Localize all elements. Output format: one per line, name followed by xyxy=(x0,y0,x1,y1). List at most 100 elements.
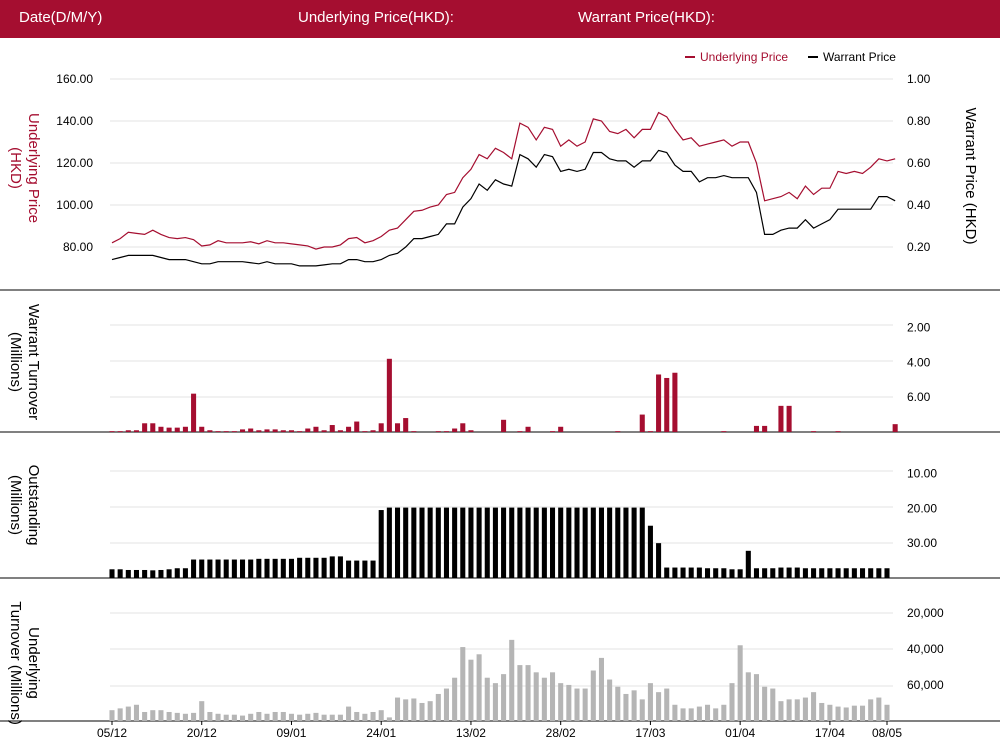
outstanding-bar xyxy=(394,507,401,578)
warrant-turnover-bar xyxy=(125,430,131,432)
warrant-turnover-bar xyxy=(280,430,286,432)
warrant-turnover-bar xyxy=(133,430,140,432)
underlying-turnover-bar xyxy=(207,711,213,721)
outstanding-bar xyxy=(297,557,303,578)
underlying-turnover-bar xyxy=(509,639,515,721)
warrant-turnover-bar xyxy=(753,425,760,432)
underlying-turnover-bar xyxy=(615,686,621,721)
outstanding-bar xyxy=(672,567,678,578)
outstanding-bar xyxy=(631,507,637,578)
underlying-turnover-bar xyxy=(835,706,841,721)
underlying-turnover-bar xyxy=(272,711,278,721)
warrant-turnover-bar xyxy=(231,431,237,432)
outstanding-bar xyxy=(411,507,417,578)
underlying-turnover-bar xyxy=(843,707,849,721)
outstanding-bar xyxy=(362,560,368,578)
warrant-turnover-bar xyxy=(215,431,221,432)
warrant-turnover-bar xyxy=(337,430,343,432)
outstanding-bar xyxy=(435,507,441,578)
x-tick-label: 17/04 xyxy=(815,726,845,740)
underlying-turnover-bar xyxy=(378,710,384,721)
warrant-turnover-bar xyxy=(501,419,507,432)
price-left-tick: 80.00 xyxy=(63,240,93,254)
outstanding-bar xyxy=(386,507,392,578)
warrant-turnover-bar xyxy=(762,425,768,432)
outstanding-bar xyxy=(239,559,246,578)
outstanding-bar xyxy=(370,560,376,578)
underlying-turnover-bar xyxy=(802,697,808,721)
underlying-turnover-bar xyxy=(133,704,140,721)
underlying-turnover-bar xyxy=(859,705,866,721)
underlying-price-line xyxy=(111,111,896,250)
warrant-turnover-bar xyxy=(786,405,792,432)
underlying-turnover-bar xyxy=(117,708,123,721)
outstanding-bar xyxy=(884,568,890,578)
outstanding-bar xyxy=(403,507,409,578)
warrant-turnover-bar xyxy=(386,358,392,432)
outstanding-bar xyxy=(346,560,352,578)
price-left-tick: 120.00 xyxy=(56,156,93,170)
outstanding-bar xyxy=(876,568,882,578)
outstanding-bar xyxy=(264,558,270,578)
underlying-turnover-bar xyxy=(501,674,507,721)
warrant-turnover-bar xyxy=(264,429,270,432)
warrant-turnover-tick: 2.00 xyxy=(907,320,931,334)
warrant-turnover-bar xyxy=(297,431,303,432)
underlying-turnover-bar xyxy=(737,645,743,721)
outstanding-bar xyxy=(704,568,711,578)
underlying-turnover-bar xyxy=(182,713,188,721)
price-left-tick: 100.00 xyxy=(56,198,93,212)
underlying-turnover-bar xyxy=(762,686,768,721)
underlying-turnover-bar xyxy=(264,713,270,721)
warrant-turnover-bar xyxy=(191,393,197,432)
underlying-turnover-bar xyxy=(109,710,115,721)
outstanding-bar xyxy=(859,568,866,578)
outstanding-bar xyxy=(288,558,295,578)
underlying-turnover-bar xyxy=(582,688,588,721)
outstanding-bar xyxy=(182,568,188,578)
x-tick-label: 09/01 xyxy=(276,726,306,740)
warrant-turnover-bar xyxy=(647,431,653,432)
warrant-turnover-bar xyxy=(460,423,466,432)
underlying-turnover-bar xyxy=(525,665,531,721)
outstanding-bar xyxy=(680,567,686,578)
warrant-turnover-bar xyxy=(435,431,441,432)
warrant-turnover-bar xyxy=(182,426,188,432)
x-tick-label: 24/01 xyxy=(366,726,396,740)
warrant-turnover-bar xyxy=(672,372,678,432)
warrant-turnover-bar xyxy=(370,430,376,432)
price-left-tick: 160.00 xyxy=(56,72,93,86)
warrant-turnover-bar xyxy=(639,414,645,432)
warrant-price-line xyxy=(111,149,896,267)
underlying-turnover-bar xyxy=(827,704,833,721)
underlying-turnover-bar xyxy=(713,708,719,721)
warrant-turnover-bar xyxy=(411,431,417,432)
outstanding-bar xyxy=(851,568,857,578)
underlying-turnover-bar xyxy=(239,715,246,721)
underlying-turnover-bar xyxy=(598,657,605,721)
warrant-turnover-bar xyxy=(468,430,474,432)
outstanding-bar xyxy=(443,507,450,578)
price-right-tick: 0.20 xyxy=(907,240,931,254)
underlying-turnover-bar xyxy=(623,693,629,721)
outstanding-bar xyxy=(280,558,286,578)
underlying-turnover-bar xyxy=(778,701,784,721)
underlying-turnover-bar xyxy=(248,713,254,721)
price-left-axis-label: Underlying Price(HKD) xyxy=(7,113,42,223)
warrant-turnover-bar xyxy=(199,426,205,432)
outstanding-bar xyxy=(313,557,319,578)
underlying-turnover-bar xyxy=(868,699,874,721)
warrant-turnover-bar xyxy=(305,428,311,432)
underlying-turnover-bar xyxy=(549,672,556,721)
underlying-turnover-bar xyxy=(321,714,327,721)
outstanding-bar xyxy=(737,569,743,578)
underlying-turnover-bar xyxy=(574,688,580,721)
outstanding-bar xyxy=(582,507,588,578)
underlying-turnover-bar xyxy=(231,714,237,721)
outstanding-bar xyxy=(868,568,874,578)
outstanding-bar xyxy=(248,559,254,578)
warrant-turnover-bar xyxy=(207,430,213,432)
underlying-turnover-bar xyxy=(664,688,670,721)
outstanding-axis-label: Outstanding(Millions) xyxy=(7,465,42,546)
underlying-turnover-bar xyxy=(672,704,678,721)
